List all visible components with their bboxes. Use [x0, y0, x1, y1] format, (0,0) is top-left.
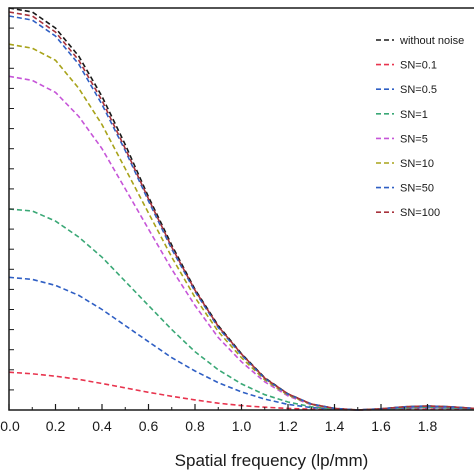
- series-line-3: [8, 208, 474, 411]
- legend-label: SN=5: [400, 133, 428, 145]
- x-tick-label: 1.6: [371, 418, 391, 434]
- x-tick-label: 1.8: [418, 418, 438, 434]
- x-axis-ticks: 0.0 0.2 0.4 0.6 0.8 1.0 1.2 1.4 1.6 1.8: [0, 404, 452, 434]
- series-line-4: [8, 75, 474, 411]
- x-tick-label: 0.2: [46, 418, 66, 434]
- legend: without noise SN=0.1 SN=0.5 SN=1 SN=5 SN=10 SN…: [376, 35, 464, 219]
- x-tick-label: 0.0: [0, 418, 20, 434]
- legend-label: SN=10: [400, 158, 434, 170]
- legend-label: SN=0.5: [400, 84, 437, 96]
- legend-label: SN=100: [400, 207, 440, 219]
- legend-label: SN=0.1: [400, 60, 437, 72]
- y-axis-ticks: [9, 27, 14, 391]
- x-tick-label: 0.6: [139, 418, 159, 434]
- series-line-7: [8, 11, 474, 411]
- x-tick-label: 1.4: [325, 418, 345, 434]
- series-line-6: [8, 15, 474, 411]
- legend-label: without noise: [399, 35, 464, 47]
- x-tick-label: 1.2: [278, 418, 298, 434]
- legend-label: SN=50: [400, 183, 434, 195]
- x-axis-title: Spatial frequency (lp/mm): [175, 451, 369, 470]
- x-tick-label: 0.4: [92, 418, 112, 434]
- x-tick-label: 1.0: [232, 418, 252, 434]
- legend-label: SN=1: [400, 109, 428, 121]
- series-line-2: [8, 276, 474, 411]
- x-tick-label: 0.8: [185, 418, 205, 434]
